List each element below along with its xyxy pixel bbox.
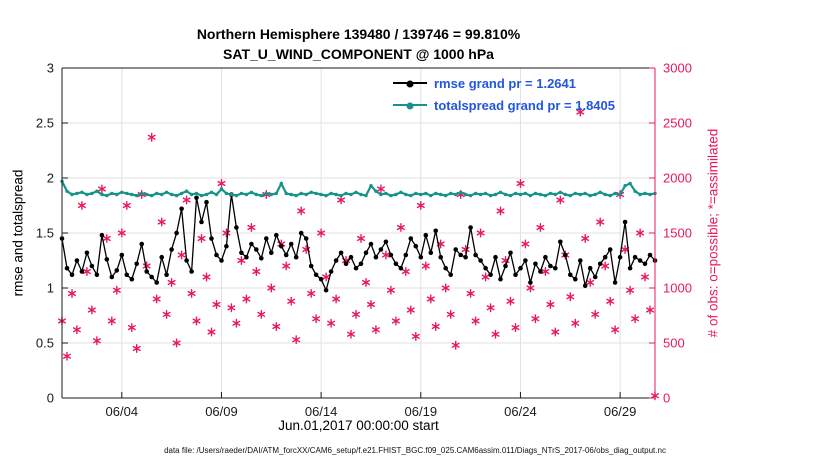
svg-text:1: 1 (47, 281, 54, 296)
svg-text:0: 0 (47, 391, 54, 406)
y-axis-label-left: rmse and totalspread (10, 169, 26, 297)
svg-text:06/24: 06/24 (504, 404, 537, 419)
svg-text:06/29: 06/29 (604, 404, 637, 419)
datafile-caption: data file: /Users/raeder/DAI/ATM_forcXX/… (164, 446, 666, 455)
title-line1: Northern Hemisphere 139480 / 139746 = 99… (196, 26, 521, 42)
svg-text:3000: 3000 (663, 61, 692, 76)
svg-text:1000: 1000 (663, 281, 692, 296)
svg-text:2: 2 (47, 171, 54, 186)
svg-text:1.5: 1.5 (36, 226, 54, 241)
svg-text:06/04: 06/04 (106, 404, 139, 419)
y-axis-label-right: # of obs: o=possible; *=assimilated (705, 128, 721, 338)
svg-text:2000: 2000 (663, 171, 692, 186)
svg-text:0.5: 0.5 (36, 336, 54, 351)
legend-label-totalspread: totalspread grand pr = 1.8405 (434, 97, 615, 113)
svg-text:0: 0 (663, 391, 670, 406)
svg-text:06/09: 06/09 (205, 404, 238, 419)
legend-item-totalspread: totalspread grand pr = 1.8405 (393, 94, 615, 116)
svg-text:3: 3 (47, 61, 54, 76)
x-axis-label: Jun.01,2017 00:00:00 start (278, 418, 439, 433)
totalspread-line-marker-icon (393, 102, 427, 110)
svg-text:1500: 1500 (663, 226, 692, 241)
svg-text:06/14: 06/14 (305, 404, 338, 419)
rmse-line-marker-icon (393, 80, 427, 88)
legend-label-rmse: rmse grand pr = 1.2641 (434, 75, 576, 91)
chart-title: Northern Hemisphere 139480 / 139746 = 99… (62, 24, 655, 64)
svg-text:06/19: 06/19 (405, 404, 438, 419)
title-line2: SAT_U_WIND_COMPONENT @ 1000 hPa (223, 46, 494, 62)
legend: rmse grand pr = 1.2641 totalspread grand… (393, 72, 615, 116)
svg-text:2500: 2500 (663, 116, 692, 131)
legend-item-rmse: rmse grand pr = 1.2641 (393, 72, 615, 94)
svg-text:500: 500 (663, 336, 685, 351)
svg-text:2.5: 2.5 (36, 116, 54, 131)
